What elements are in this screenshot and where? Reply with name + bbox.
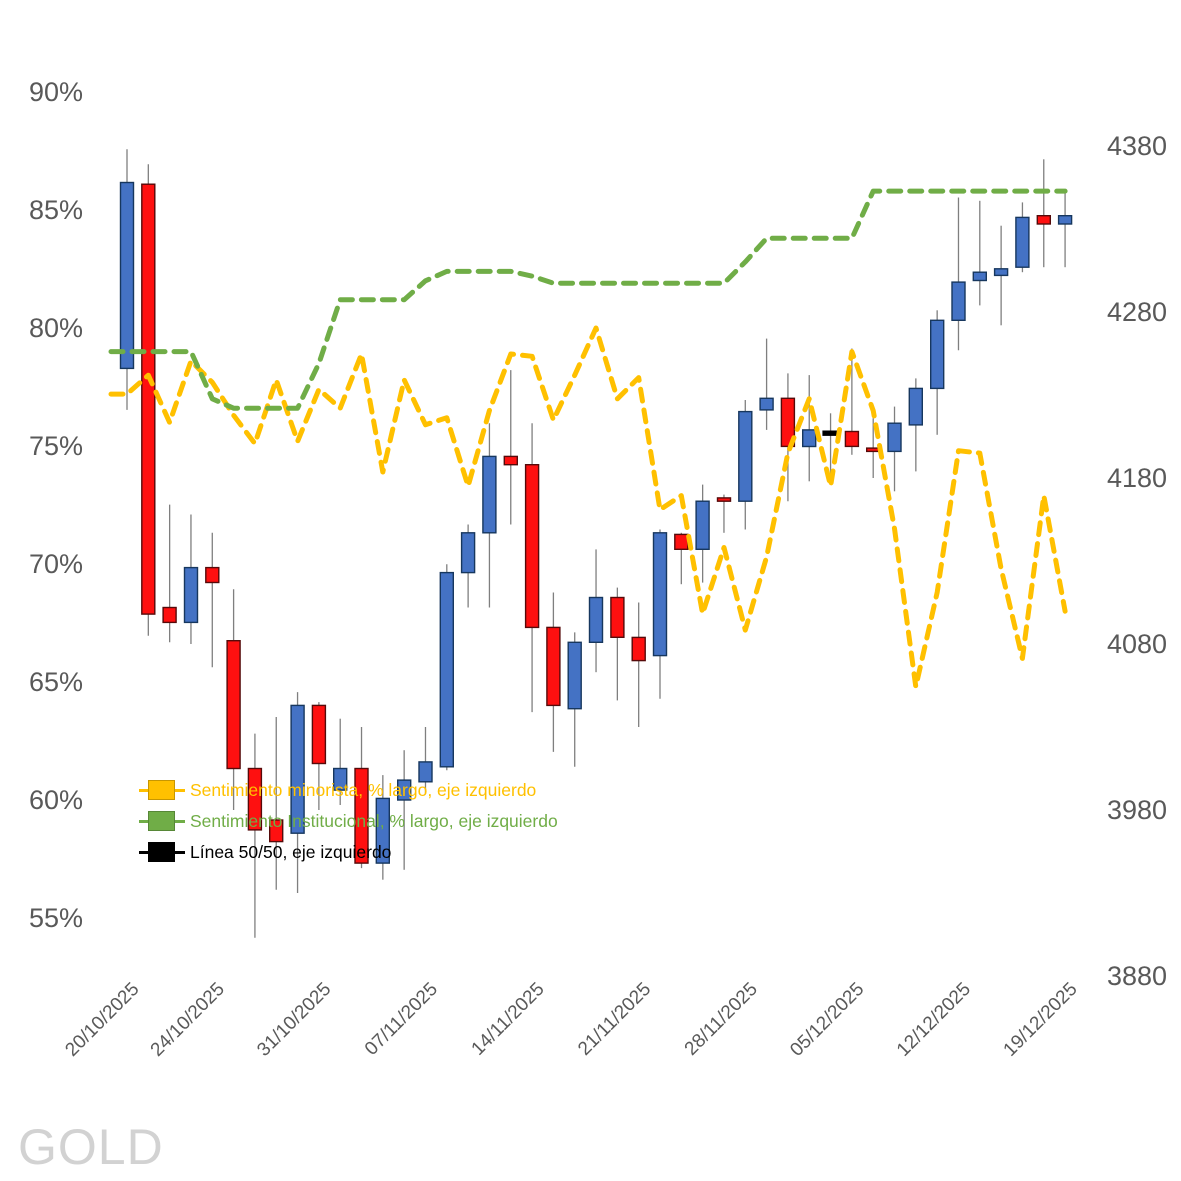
candle-body-up[interactable]	[418, 761, 433, 783]
candle-body-down[interactable]	[716, 497, 732, 502]
candle-body-down[interactable]	[503, 455, 518, 466]
candle-body-up[interactable]	[1015, 216, 1030, 268]
candle-body-up[interactable]	[951, 281, 966, 322]
candle-body-down[interactable]	[631, 636, 646, 662]
candle-body-up[interactable]	[375, 797, 390, 864]
chart-legend: Sentimiento minorista, % largo, eje izqu…	[139, 780, 558, 862]
x-axis-tick: 28/11/2025	[681, 979, 762, 1060]
candle-body-up[interactable]	[1057, 214, 1073, 225]
candle-body-up[interactable]	[183, 566, 199, 624]
x-axis-tick: 07/11/2025	[361, 979, 442, 1060]
candle-body-up[interactable]	[439, 571, 454, 768]
legend-item-50-50-line[interactable]: Línea 50/50, eje izquierdo	[139, 842, 558, 862]
legend-marker-50-50-icon	[139, 842, 185, 862]
legend-item-institutional-sentiment[interactable]: Sentimiento Institucional, % largo, eje …	[139, 811, 558, 831]
candle-body-up[interactable]	[333, 767, 348, 791]
candle-body-up[interactable]	[460, 532, 476, 574]
left-axis-tick: 85%	[29, 195, 83, 225]
candle-body-up[interactable]	[119, 181, 135, 370]
legend-label-institutional: Sentimiento Institucional, % largo, eje …	[190, 810, 558, 831]
candle-body-up[interactable]	[695, 500, 710, 551]
retail-sentiment-line[interactable]	[108, 325, 1068, 690]
candle-body-down[interactable]	[141, 183, 156, 615]
candle-body-down[interactable]	[1036, 214, 1052, 225]
x-axis-tick: 19/12/2025	[1000, 979, 1082, 1061]
institutional-sentiment-line[interactable]	[108, 188, 1068, 411]
candle-body-down[interactable]	[269, 819, 284, 843]
candle-body-down[interactable]	[844, 430, 860, 448]
candle-body-up[interactable]	[652, 532, 668, 657]
left-axis-tick: 60%	[29, 785, 83, 815]
symbol-watermark: GOLD	[18, 1119, 164, 1175]
legend-marker-institutional-icon	[139, 811, 185, 831]
candle-body-up[interactable]	[993, 268, 1009, 277]
candle-body-up[interactable]	[802, 429, 817, 448]
candle-body-up[interactable]	[972, 271, 987, 282]
candle-body-down[interactable]	[226, 640, 241, 770]
x-axis-tick: 20/10/2025	[61, 979, 143, 1061]
legend-marker-retail-icon	[139, 780, 185, 800]
candle-body-up[interactable]	[397, 779, 412, 801]
right-axis-tick: 4180	[1107, 463, 1167, 493]
candle-body-down[interactable]	[354, 767, 369, 864]
x-axis-tick: 05/12/2025	[786, 979, 868, 1061]
candle-body-up[interactable]	[887, 422, 902, 453]
candle-body-up[interactable]	[567, 641, 582, 710]
left-axis-tick: 80%	[29, 313, 83, 343]
candle-body-down[interactable]	[524, 464, 540, 629]
x-axis-tick: 12/12/2025	[893, 979, 975, 1061]
left-axis-tick: 90%	[29, 77, 83, 107]
candle-body-down[interactable]	[546, 626, 561, 707]
x-axis-tick: 14/11/2025	[468, 979, 549, 1060]
candle-body-up[interactable]	[290, 704, 305, 834]
candle-body-up[interactable]	[908, 387, 923, 426]
right-axis-tick: 4380	[1107, 131, 1167, 161]
candle-body-down[interactable]	[674, 533, 689, 551]
candle-body-down[interactable]	[311, 704, 327, 765]
candle-body-up[interactable]	[759, 397, 774, 411]
legend-item-retail-sentiment[interactable]: Sentimiento minorista, % largo, eje izqu…	[139, 780, 558, 800]
candle-body-up[interactable]	[588, 596, 604, 643]
right-axis-tick: 3880	[1107, 961, 1167, 991]
right-axis-tick: 4280	[1107, 297, 1167, 327]
candle-body-down[interactable]	[247, 767, 263, 831]
legend-label-retail: Sentimiento minorista, % largo, eje izqu…	[190, 779, 537, 800]
left-axis-tick: 75%	[29, 431, 83, 461]
candle-body-up[interactable]	[930, 319, 945, 390]
candle-body-up[interactable]	[482, 455, 497, 534]
candle-body-down[interactable]	[610, 596, 625, 638]
right-axis-tick: 3980	[1107, 795, 1167, 825]
left-axis-tick: 70%	[29, 549, 83, 579]
left-axis-tick: 55%	[29, 903, 83, 933]
left-axis-tick: 65%	[29, 667, 83, 697]
right-axis-tick: 4080	[1107, 629, 1167, 659]
legend-label-50-50: Línea 50/50, eje izquierdo	[190, 841, 392, 862]
x-axis-tick: 21/11/2025	[574, 979, 655, 1060]
candle-body-doji[interactable]	[822, 430, 839, 436]
candle-body-up[interactable]	[738, 410, 753, 502]
candle-body-down[interactable]	[162, 606, 177, 624]
x-axis-tick: 31/10/2025	[253, 979, 335, 1061]
candle-body-down[interactable]	[205, 566, 220, 584]
x-axis-tick: 24/10/2025	[147, 979, 229, 1061]
